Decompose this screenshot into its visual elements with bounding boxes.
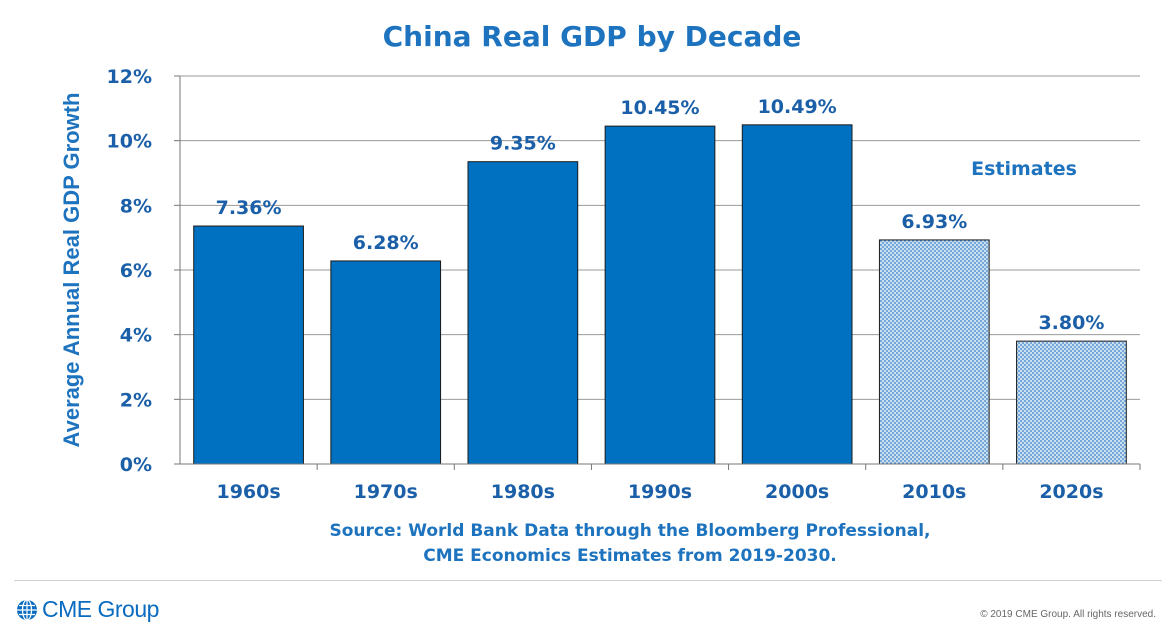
data-label: 10.45%	[620, 97, 699, 119]
y-tick-label: 0%	[120, 454, 152, 476]
y-tick-label: 2%	[120, 389, 152, 411]
bar-1960s	[193, 225, 304, 465]
axes: 0% 2% 4% 6% 8% 10% 12% 1960s 1970s 1980s 1990s 2000…	[107, 66, 1141, 503]
bars: 7.36% 6.28% 9.35% 10.45% 10.49% 6.93% 3.80%	[193, 96, 1127, 465]
brand-name: CME Group	[42, 596, 159, 622]
x-tick-label: 1990s	[628, 481, 692, 503]
x-tick-label: 2020s	[1039, 481, 1103, 503]
bar-1980s	[467, 161, 579, 465]
globe-icon	[17, 598, 37, 621]
estimates-annotation: Estimates	[971, 158, 1077, 180]
bar-1970s	[330, 260, 442, 465]
data-label: 3.80%	[1038, 312, 1104, 334]
bar-2020s	[1016, 340, 1127, 465]
data-label: 9.35%	[490, 133, 556, 155]
source-line-2: CME Economics Estimates from 2019-2030.	[423, 546, 837, 566]
data-label: 10.49%	[758, 96, 837, 118]
x-tick-label: 1960s	[216, 481, 280, 503]
x-tick-label: 2000s	[765, 481, 829, 503]
y-tick-label: 4%	[120, 325, 152, 347]
cme-group-logo[interactable]: CME Group	[16, 596, 159, 623]
data-label: 7.36%	[216, 197, 282, 219]
y-axis-label: Average Annual Real GDP Growth	[59, 93, 84, 448]
bar-2010s	[878, 239, 990, 465]
chart: China Real GDP by Decade 7.36% 6.28% 9.35%…	[59, 20, 1141, 566]
y-tick-label: 6%	[120, 260, 152, 282]
bar-2000s	[741, 124, 853, 465]
source-line-1: Source: World Bank Data through the Bloo…	[329, 521, 930, 541]
data-label: 6.28%	[353, 232, 419, 254]
bar-1990s	[604, 125, 716, 465]
x-tick-label: 2010s	[902, 481, 966, 503]
chart-title: China Real GDP by Decade	[383, 20, 802, 53]
y-tick-label: 8%	[120, 195, 152, 217]
x-tick-label: 1980s	[491, 481, 555, 503]
y-tick-label: 10%	[107, 131, 152, 153]
x-tick-label: 1970s	[354, 481, 418, 503]
y-tick-label: 12%	[107, 66, 152, 88]
data-label: 6.93%	[901, 211, 967, 233]
copyright-text: © 2019 CME Group. All rights reserved.	[980, 609, 1156, 620]
footer-divider	[14, 580, 1162, 581]
